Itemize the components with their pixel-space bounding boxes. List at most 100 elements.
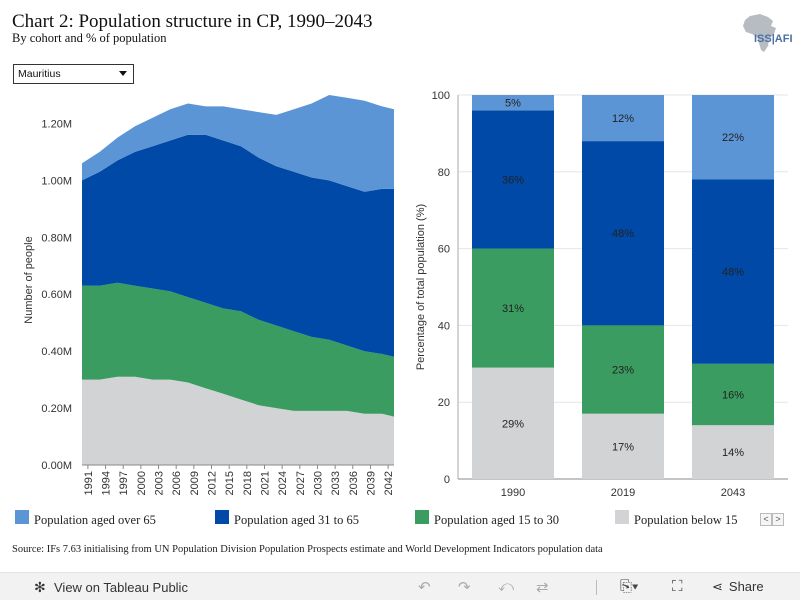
x-tick-label: 2015 bbox=[224, 471, 236, 495]
bar-data-label: 48% bbox=[612, 228, 634, 240]
legend-item[interactable]: Population below 15 bbox=[615, 510, 752, 528]
bar-data-label: 31% bbox=[502, 303, 524, 315]
share-button[interactable]: ⋖ Share bbox=[712, 579, 764, 595]
charts-canvas: 0.00M 0.20M 0.40M 0.60M 0.80M 1.00M 1.20M 1991 1… bbox=[23, 90, 788, 499]
redo-icon[interactable]: ↷ bbox=[458, 579, 471, 596]
fullscreen-icon[interactable]: ⛶ bbox=[672, 578, 683, 595]
download-icon[interactable]: ⎘▾ bbox=[620, 578, 639, 595]
bar-data-label: 5% bbox=[505, 98, 521, 110]
bar-segment bbox=[472, 110, 554, 249]
share-icon: ⋖ bbox=[712, 579, 723, 594]
x-tick-label: 2027 bbox=[295, 471, 307, 495]
x-tick-label: 2024 bbox=[277, 471, 289, 495]
legend-item[interactable]: Population aged 31 to 65 bbox=[215, 510, 400, 528]
y-tick-label: 100 bbox=[432, 90, 450, 102]
y-tick-label: 1.20M bbox=[41, 118, 72, 130]
bar-chart: 0 20 40 60 80 100 29% 31% 36% 5% 1990 17% 23% 48% 12% 2… bbox=[415, 90, 788, 499]
x-category-label: 2043 bbox=[721, 487, 745, 499]
toolbar-divider bbox=[596, 580, 597, 595]
y-tick-label: 0.80M bbox=[41, 232, 72, 244]
area-chart: 0.00M 0.20M 0.40M 0.60M 0.80M 1.00M 1.20M 1991 1… bbox=[23, 95, 395, 495]
chart-subtitle: By cohort and % of population bbox=[12, 31, 167, 45]
bar-data-label: 16% bbox=[722, 390, 744, 402]
bar-segment bbox=[692, 363, 774, 426]
view-on-tableau-link[interactable]: ✻ View on Tableau Public bbox=[34, 579, 188, 596]
bar-segment bbox=[582, 95, 664, 142]
country-dropdown-value: Mauritius bbox=[18, 68, 61, 80]
legend-item[interactable]: Population aged over 65 bbox=[15, 510, 200, 528]
legend: Population aged over 65 Population aged 3… bbox=[0, 506, 800, 530]
x-tick-label: 2018 bbox=[242, 471, 254, 495]
bar-segment bbox=[582, 413, 664, 479]
y-tick-label: 20 bbox=[438, 397, 450, 409]
x-tick-label: 2009 bbox=[189, 471, 201, 495]
y-tick-label: 0.20M bbox=[41, 403, 72, 415]
y-tick-label: 0.40M bbox=[41, 346, 72, 358]
area-series bbox=[82, 282, 394, 417]
chart-title: Chart 2: Population structure in CP, 199… bbox=[12, 11, 373, 32]
y-tick-label: 0.60M bbox=[41, 289, 72, 301]
bar-data-label: 22% bbox=[722, 132, 744, 144]
y-tick-label: 60 bbox=[438, 244, 450, 256]
bar-data-label: 17% bbox=[612, 441, 634, 453]
logo-text: ISS|AFI bbox=[754, 33, 793, 45]
x-tick-label: 2003 bbox=[154, 471, 166, 495]
legend-prev-button[interactable]: < bbox=[760, 513, 772, 526]
refresh-icon[interactable]: ⇄ bbox=[536, 579, 549, 596]
x-tick-label: 1994 bbox=[101, 471, 113, 495]
bar-segment bbox=[582, 141, 664, 326]
legend-label: Population below 15 bbox=[634, 513, 738, 527]
undo-icon[interactable]: ↶ bbox=[418, 579, 431, 596]
bar-data-label: 12% bbox=[612, 113, 634, 125]
legend-label: Population aged over 65 bbox=[34, 513, 156, 527]
x-tick-label: 1991 bbox=[83, 471, 95, 495]
x-tick-label: 2021 bbox=[259, 471, 271, 495]
area-series bbox=[82, 376, 394, 465]
y-axis-label: Number of people bbox=[23, 236, 35, 323]
tableau-logo-icon: ✻ bbox=[34, 579, 46, 595]
y-tick-label: 0.00M bbox=[41, 460, 72, 472]
source-note: Source: IFs 7.63 initialising from UN Po… bbox=[12, 544, 603, 555]
share-label: Share bbox=[728, 579, 764, 594]
x-tick-label: 2039 bbox=[365, 471, 377, 495]
x-tick-label: 2036 bbox=[348, 471, 360, 495]
area-series bbox=[82, 95, 394, 192]
legend-next-button[interactable]: > bbox=[772, 513, 784, 526]
y-tick-label: 80 bbox=[438, 167, 450, 179]
bar-segment bbox=[472, 248, 554, 368]
country-dropdown[interactable]: Mauritius bbox=[13, 64, 134, 84]
bar-data-label: 14% bbox=[722, 447, 744, 459]
x-tick-label: 2033 bbox=[330, 471, 342, 495]
bar-segment bbox=[692, 425, 774, 479]
y-tick-label: 40 bbox=[438, 320, 450, 332]
chevron-down-icon bbox=[119, 71, 127, 76]
view-on-tableau-label: View on Tableau Public bbox=[54, 580, 188, 595]
x-tick-label: 1997 bbox=[118, 471, 130, 495]
bar-segment bbox=[692, 95, 774, 180]
x-tick-label: 2042 bbox=[383, 471, 395, 495]
bar-data-label: 48% bbox=[722, 267, 744, 279]
revert-icon[interactable]: ⤺ bbox=[498, 578, 515, 595]
x-category-label: 1990 bbox=[501, 487, 525, 499]
legend-swatch bbox=[615, 510, 629, 524]
bar-data-label: 36% bbox=[502, 175, 524, 187]
legend-swatch bbox=[415, 510, 429, 524]
legend-label: Population aged 15 to 30 bbox=[434, 513, 559, 527]
bar-segment bbox=[472, 95, 554, 111]
bar-segment bbox=[582, 325, 664, 414]
bar-data-label: 29% bbox=[502, 418, 524, 430]
y-tick-label: 0 bbox=[444, 474, 450, 486]
iss-africa-map-logo bbox=[743, 14, 776, 52]
bar-segment bbox=[472, 367, 554, 479]
y-axis-label: Percentage of total population (%) bbox=[415, 204, 427, 370]
x-tick-label: 2012 bbox=[207, 471, 219, 495]
bar-data-label: 23% bbox=[612, 365, 634, 377]
x-tick-label: 2030 bbox=[312, 471, 324, 495]
x-tick-label: 2006 bbox=[171, 471, 183, 495]
bar-segment bbox=[692, 179, 774, 364]
area-series bbox=[82, 134, 394, 357]
tableau-toolbar: ✻ View on Tableau Public ↶ ↷ ⤺ ⇄ ⎘▾ ⛶ ⋖ Sh… bbox=[0, 572, 800, 600]
legend-label: Population aged 31 to 65 bbox=[234, 513, 359, 527]
legend-item[interactable]: Population aged 15 to 30 bbox=[415, 510, 600, 528]
legend-swatch bbox=[15, 510, 29, 524]
